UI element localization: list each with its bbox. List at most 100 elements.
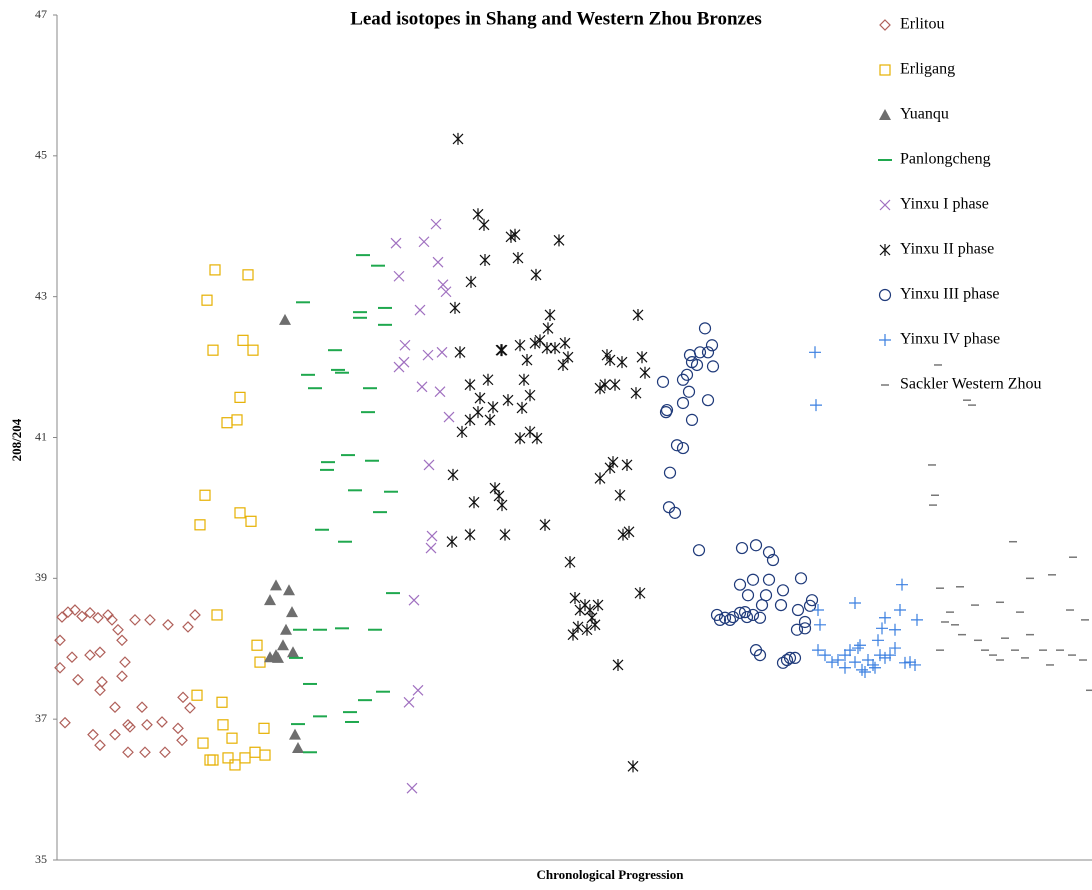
marker-asterisk (468, 496, 480, 509)
marker-plus (904, 656, 916, 669)
marker-x (393, 270, 405, 282)
marker-plus (867, 658, 879, 671)
marker-asterisk (634, 587, 646, 600)
marker-diamond (112, 623, 124, 636)
marker-diamond (54, 661, 66, 674)
marker-circle (762, 546, 776, 559)
marker-triangle (280, 623, 292, 635)
marker-plus (826, 656, 838, 669)
marker-plus (879, 334, 891, 346)
marker-x (423, 459, 435, 471)
marker-circle (740, 610, 754, 624)
marker-plus (809, 346, 821, 359)
marker-circle (788, 651, 802, 665)
marker-square (231, 414, 243, 426)
marker-x (443, 411, 455, 423)
marker-square (201, 294, 213, 306)
marker-diamond (109, 701, 121, 714)
marker-square (209, 264, 221, 276)
marker-circle (774, 598, 788, 612)
marker-plus (810, 399, 822, 412)
marker-asterisk (456, 425, 468, 438)
marker-plus (889, 642, 901, 655)
marker-diamond (141, 718, 153, 731)
marker-x (440, 286, 452, 298)
legend-label: Erligang (900, 61, 955, 78)
marker-asterisk (581, 623, 593, 636)
marker-circle (726, 610, 740, 624)
marker-diamond (189, 609, 201, 621)
marker-circle (878, 288, 892, 302)
marker-circle (692, 544, 706, 557)
marker-circle (733, 606, 747, 619)
marker-square (249, 746, 261, 758)
marker-square (254, 656, 266, 668)
marker-x (408, 594, 420, 606)
y-tick-label: 37 (35, 711, 47, 725)
marker-plus (812, 644, 824, 657)
marker-x (437, 279, 449, 291)
marker-diamond (177, 691, 189, 704)
marker-asterisk (621, 458, 633, 471)
marker-diamond (119, 656, 131, 668)
marker-asterisk (564, 556, 576, 569)
marker-x (390, 237, 402, 249)
marker-asterisk (627, 760, 639, 773)
marker-asterisk (541, 342, 553, 355)
marker-triangle (272, 651, 284, 663)
marker-asterisk (594, 382, 606, 395)
marker-x (406, 782, 418, 794)
chart-title: Lead isotopes in Shang and Western Zhou … (350, 8, 762, 29)
legend-label: Yuanqu (900, 106, 949, 123)
marker-triangle (879, 109, 891, 120)
marker-plus (879, 651, 891, 664)
marker-x (436, 346, 448, 358)
marker-diamond (124, 721, 136, 733)
marker-diamond (94, 739, 106, 752)
marker-asterisk (542, 322, 554, 335)
marker-asterisk (609, 378, 621, 391)
marker-square (217, 719, 229, 731)
marker-asterisk (478, 218, 490, 231)
y-tick-label: 39 (35, 570, 47, 584)
x-axis-label: Chronological Progression (537, 867, 685, 882)
marker-square (242, 269, 254, 281)
marker-asterisk (505, 230, 517, 243)
marker-square (221, 417, 233, 429)
marker-asterisk (447, 468, 459, 481)
marker-plus (876, 622, 888, 635)
marker-circle (705, 339, 719, 352)
marker-square (216, 696, 228, 708)
marker-asterisk (584, 604, 596, 617)
marker-diamond (116, 670, 128, 683)
marker-x (414, 304, 426, 316)
marker-diamond (72, 673, 84, 686)
marker-triangle (283, 584, 295, 596)
marker-plus (819, 649, 831, 662)
marker-diamond (156, 716, 168, 728)
marker-diamond (172, 722, 184, 735)
marker-x (425, 542, 437, 554)
marker-circle (798, 615, 812, 629)
marker-x (434, 386, 446, 398)
marker-asterisk (529, 337, 541, 350)
marker-asterisk (514, 432, 526, 445)
marker-x (399, 339, 411, 351)
marker-diamond (144, 614, 156, 626)
y-tick-label: 35 (35, 852, 47, 866)
marker-plus (909, 658, 921, 671)
marker-asterisk (592, 599, 604, 612)
marker-square (245, 515, 257, 527)
marker-circle (659, 406, 673, 419)
marker-asterisk (544, 308, 556, 321)
marker-plus (856, 663, 868, 676)
marker-asterisk (502, 394, 514, 407)
marker-circle (676, 396, 690, 410)
marker-circle (733, 578, 747, 591)
marker-asterisk (464, 413, 476, 426)
marker-plus (869, 661, 881, 674)
marker-square (204, 754, 216, 766)
marker-plus (839, 661, 851, 674)
marker-square (207, 344, 219, 356)
